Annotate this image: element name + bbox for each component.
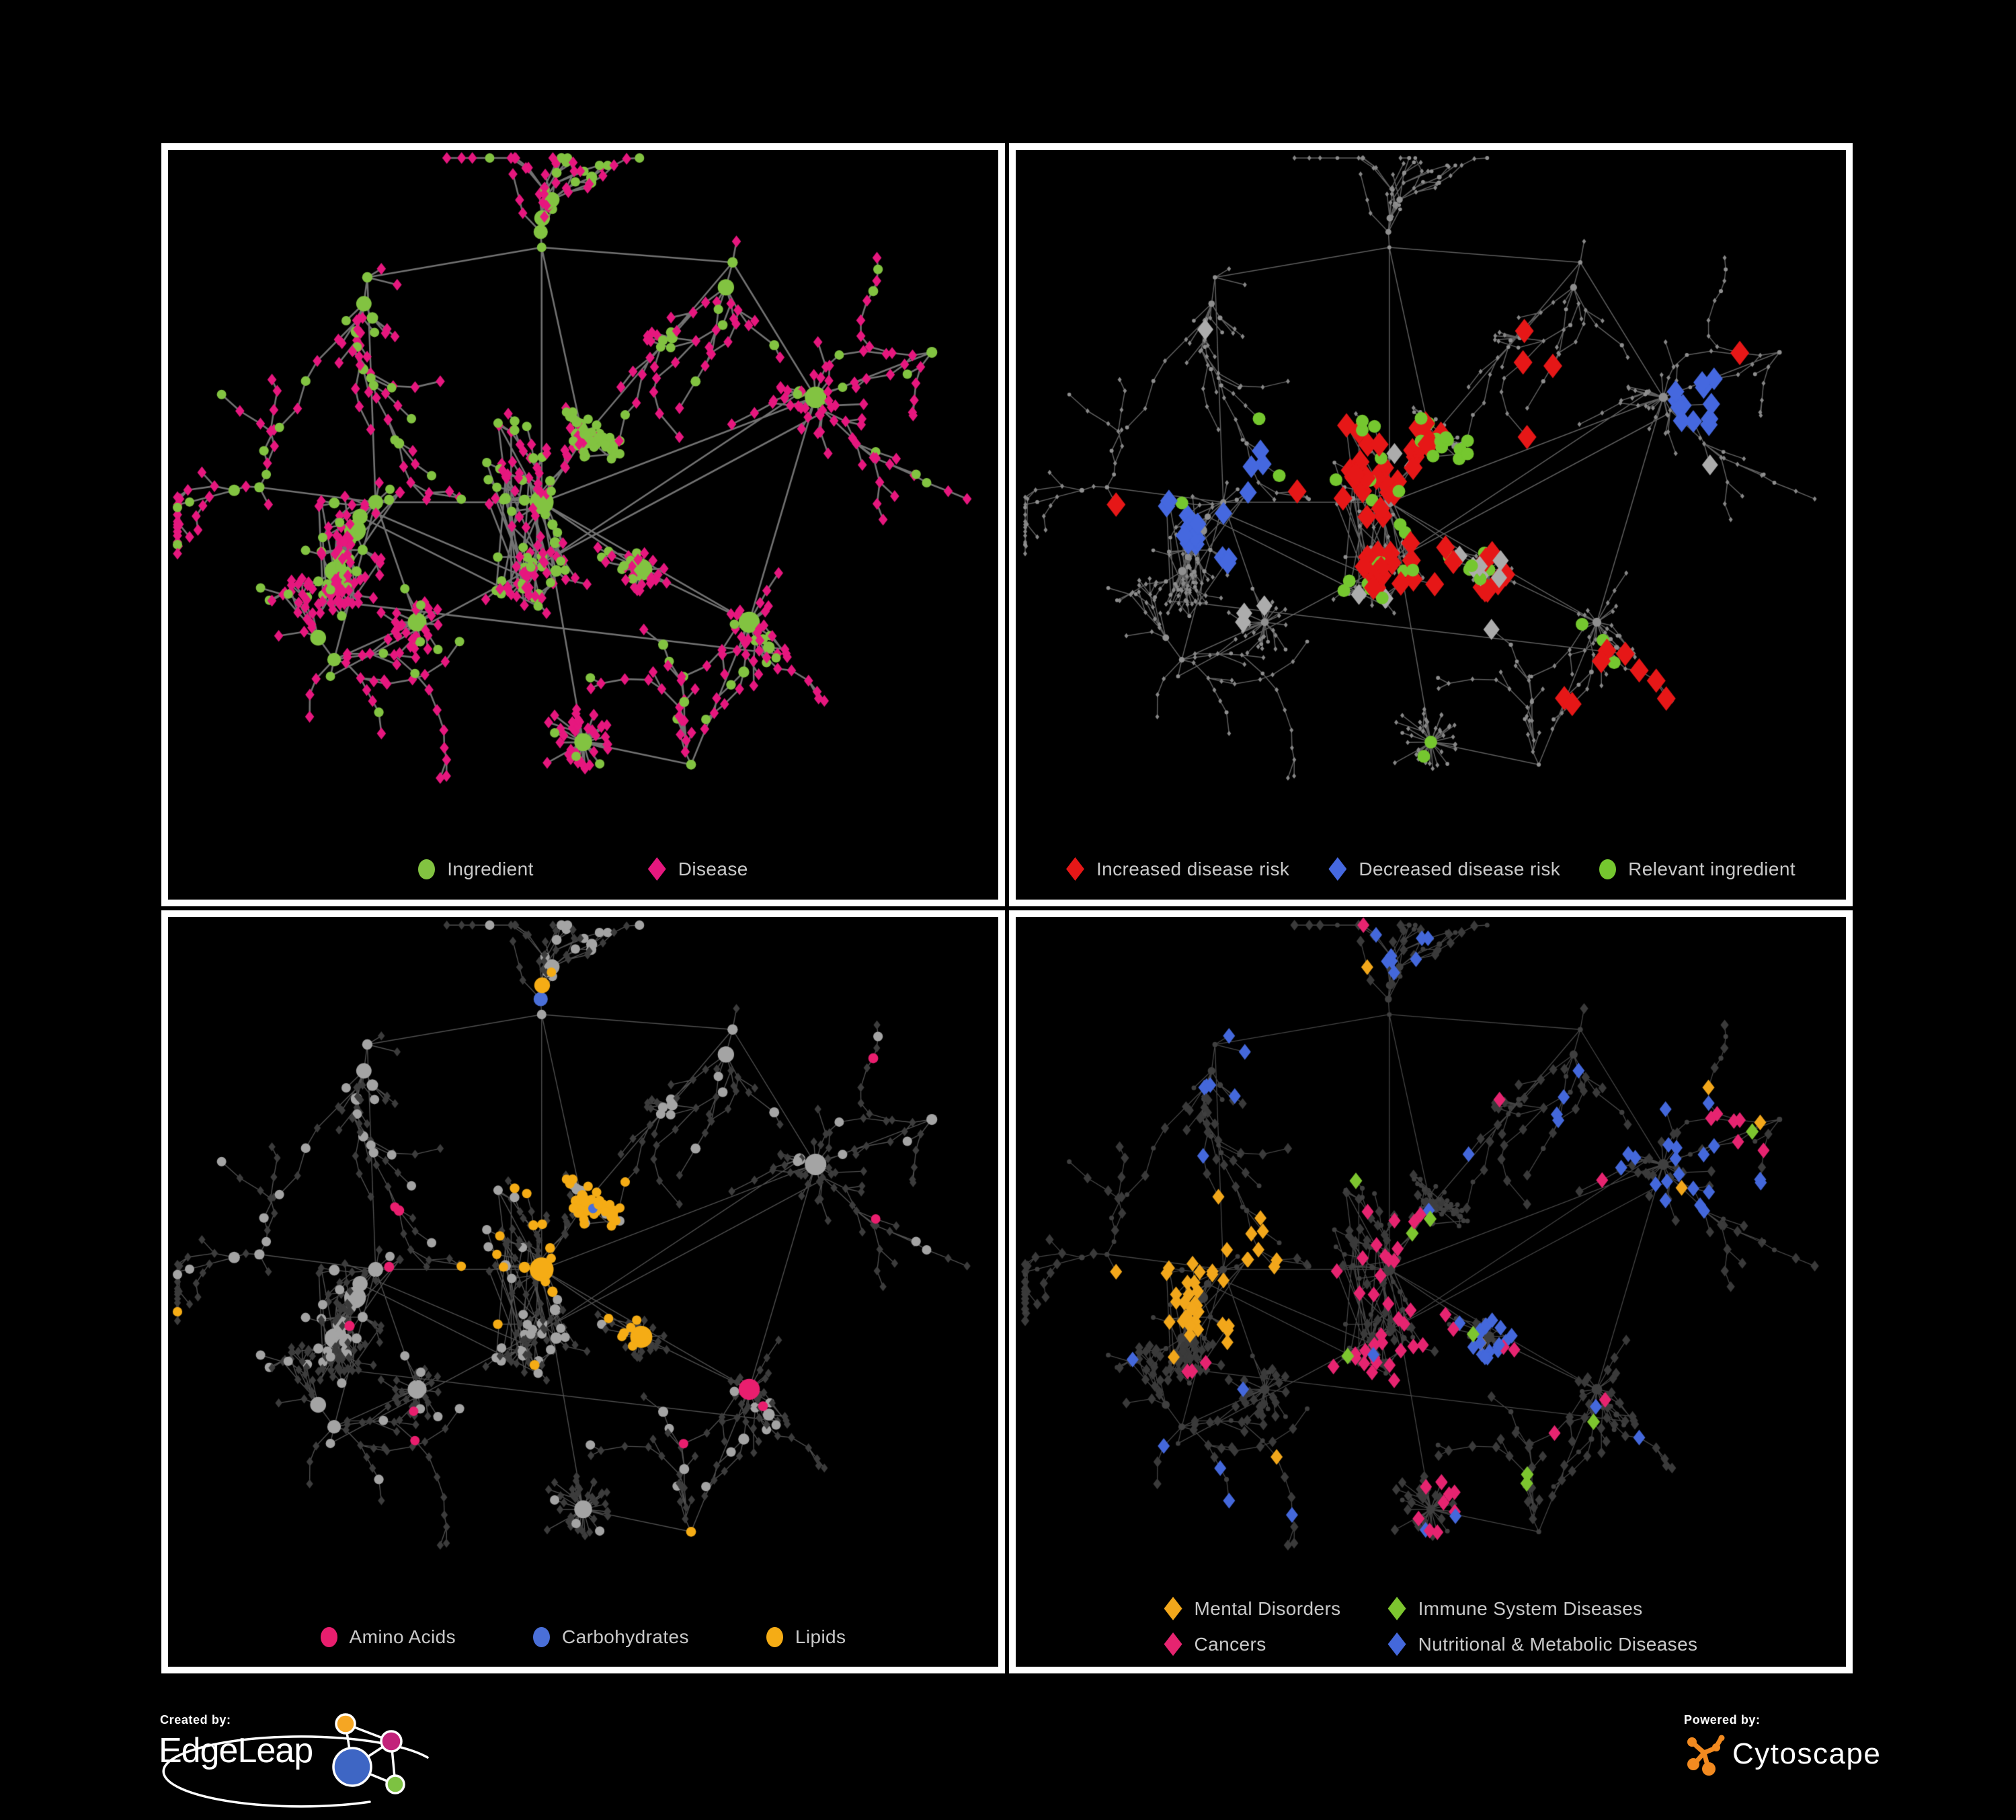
circle-swatch-icon [766, 1627, 783, 1647]
legend-label: Relevant ingredient [1628, 858, 1796, 879]
legend-label: Mental Disorders [1194, 1597, 1341, 1619]
legend-ingredient-classes: Amino Acids Carbohydrates Lipids [168, 1626, 998, 1648]
legend-label: Immune System Diseases [1418, 1597, 1643, 1619]
circle-swatch-icon [533, 1627, 551, 1647]
diamond-swatch-icon [1387, 1632, 1406, 1656]
legend-ingredient-disease: Ingredient Disease [168, 857, 998, 881]
diamond-swatch-icon [647, 857, 666, 881]
cytoscape-wordmark: Cytoscape [1732, 1737, 1882, 1770]
panel-ingredient-disease: Ingredient Disease [161, 143, 1005, 906]
diamond-swatch-icon [1387, 1597, 1406, 1620]
legend-item: Cancers [1164, 1632, 1266, 1656]
legend-item: Disease [647, 857, 748, 881]
edgeleap-swoosh-icon [162, 1735, 429, 1808]
legend-label: Decreased disease risk [1359, 858, 1561, 879]
created-by-label: Created by: [160, 1713, 231, 1727]
edgeleap-orange-node-icon [335, 1713, 356, 1735]
legend-item: Nutritional & Metabolic Diseases [1387, 1632, 1698, 1656]
diamond-swatch-icon [1328, 857, 1347, 881]
network-canvas-disease-classes [1016, 917, 1846, 1667]
legend-item: Ingredient [418, 859, 534, 880]
legend-item: Increased disease risk [1065, 857, 1290, 881]
legend-item: Amino Acids [320, 1626, 456, 1648]
legend-label: Increased disease risk [1096, 858, 1290, 879]
legend-item: Carbohydrates [533, 1626, 689, 1648]
edgeleap-wordmark: EdgeLeap [159, 1731, 313, 1770]
legend-item: Immune System Diseases [1387, 1597, 1643, 1620]
network-canvas-disease-risk [1016, 150, 1846, 900]
circle-swatch-icon [1599, 859, 1617, 879]
legend-label: Disease [678, 858, 748, 879]
powered-by-label: Powered by: [1684, 1713, 1761, 1727]
panel-disease-risk: Increased disease risk Decreased disease … [1009, 143, 1853, 906]
legend-label: Cancers [1194, 1633, 1266, 1655]
network-canvas-ingredient-disease [168, 150, 998, 900]
edgeleap-blue-node-icon [332, 1747, 372, 1787]
legend-item: Decreased disease risk [1328, 857, 1560, 881]
circle-swatch-icon [320, 1627, 337, 1647]
diamond-swatch-icon [1065, 857, 1084, 881]
network-canvas-ingredient-classes [168, 917, 998, 1667]
diamond-swatch-icon [1164, 1632, 1182, 1656]
edgeleap-magenta-node-icon [380, 1730, 403, 1753]
legend-label: Amino Acids [349, 1626, 456, 1647]
panel-ingredient-classes: Amino Acids Carbohydrates Lipids [161, 910, 1005, 1673]
legend-disease-risk: Increased disease risk Decreased disease … [1016, 857, 1846, 881]
edgeleap-green-node-icon [385, 1774, 405, 1794]
legend-item: Mental Disorders [1164, 1597, 1341, 1620]
edgeleap-logo: Created by: EdgeLeap [155, 1713, 531, 1814]
legend-item: Relevant ingredient [1599, 859, 1796, 880]
edgeleap-network-glyph-icon [332, 1713, 405, 1794]
cytoscape-logo: Powered by: Cytosc [1684, 1713, 1886, 1801]
diamond-swatch-icon [1164, 1597, 1182, 1620]
legend-label: Ingredient [447, 858, 534, 879]
cytoscape-glyph-icon [1687, 1735, 1725, 1776]
legend-label: Carbohydrates [562, 1626, 689, 1647]
legend-label: Nutritional & Metabolic Diseases [1418, 1633, 1698, 1655]
legend-item: Lipids [766, 1626, 846, 1648]
circle-swatch-icon [418, 859, 436, 879]
panel-disease-classes: Mental Disorders Immune System Diseases Ca… [1009, 910, 1853, 1673]
legend-label: Lipids [795, 1626, 846, 1647]
legend-disease-classes: Mental Disorders Immune System Diseases Ca… [1016, 1597, 1846, 1656]
